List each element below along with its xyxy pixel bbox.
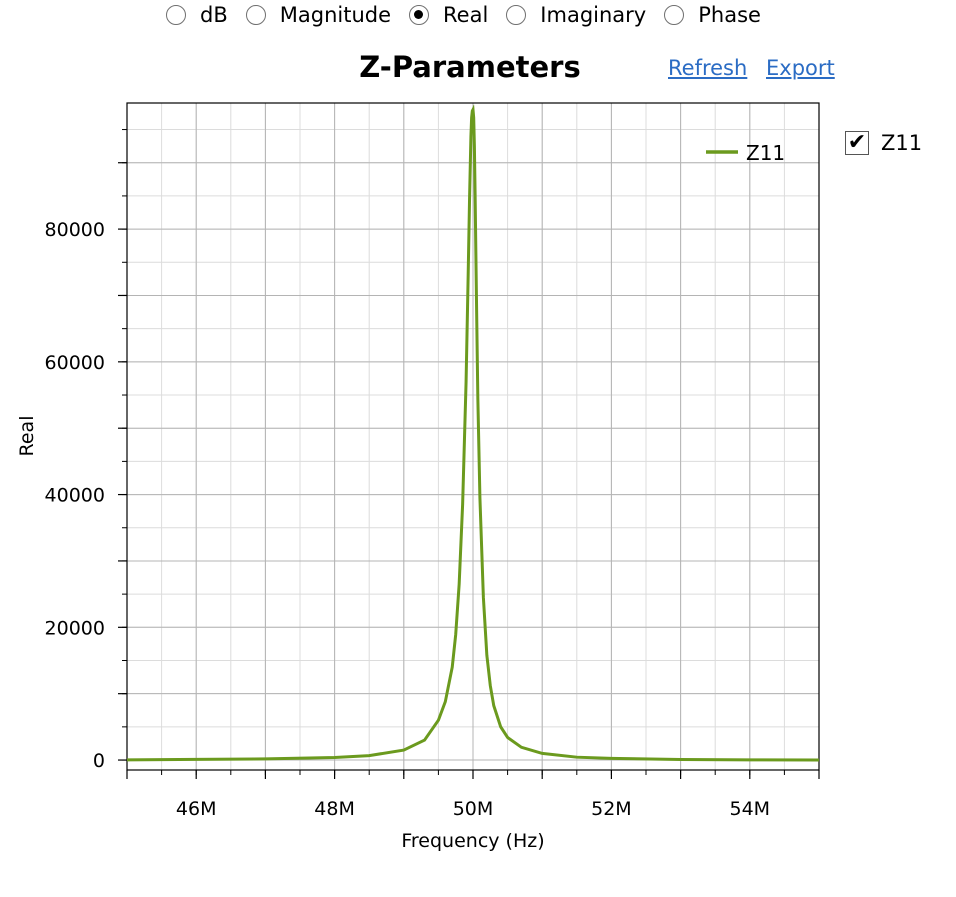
legend-label-z11: Z11 [746, 141, 785, 165]
radio-circle-icon [166, 5, 186, 25]
radio-phase[interactable]: Phase [664, 3, 761, 27]
axis-ticks [118, 129, 820, 779]
radio-magnitude[interactable]: Magnitude [245, 3, 392, 27]
legend: Z11 [706, 141, 785, 165]
radio-magnitude-label: Magnitude [279, 3, 392, 27]
radio-selected-icon [409, 5, 430, 25]
radio-db[interactable]: dB [166, 3, 228, 27]
y-tick-label: 60000 [45, 352, 105, 374]
y-tick-label: 80000 [45, 219, 105, 241]
x-tick-label: 46M [176, 798, 217, 820]
series-z11-toggle-label: Z11 [881, 131, 923, 155]
radio-phase-label: Phase [698, 3, 761, 27]
y-tick-label: 40000 [45, 485, 105, 507]
export-link[interactable]: Export [766, 56, 835, 80]
radio-imaginary-label: Imaginary [540, 3, 647, 27]
display-mode-radio-group: dB Magnitude Real Imaginary Phase [166, 0, 779, 30]
x-tick-label: 52M [591, 798, 632, 820]
radio-real[interactable]: Real [409, 3, 488, 27]
radio-imaginary[interactable]: Imaginary [506, 3, 646, 27]
radio-circle-icon [245, 5, 266, 25]
chart-title: Z-Parameters [359, 50, 581, 84]
radio-real-label: Real [443, 3, 489, 27]
y-tick-label: 20000 [45, 617, 105, 639]
tick-labels: 46M 48M 50M 52M 54M 0 20000 40000 60000 80000 [45, 219, 771, 820]
x-tick-label: 54M [730, 798, 771, 820]
x-tick-label: 48M [314, 798, 355, 820]
radio-circle-icon [664, 5, 685, 25]
radio-db-label: dB [200, 3, 228, 27]
checkmark-icon: ✔ [847, 130, 867, 155]
checkbox-icon[interactable]: ✔ [845, 131, 869, 155]
series-z11-toggle[interactable]: ✔ Z11 [845, 131, 922, 155]
y-axis-label: Real [16, 416, 38, 457]
x-tick-label: 50M [453, 798, 494, 820]
radio-circle-icon [506, 5, 527, 25]
x-axis-label: Frequency (Hz) [401, 830, 544, 852]
y-tick-label: 0 [93, 750, 105, 772]
refresh-link[interactable]: Refresh [668, 56, 748, 80]
series-z11-line [126, 104, 820, 762]
